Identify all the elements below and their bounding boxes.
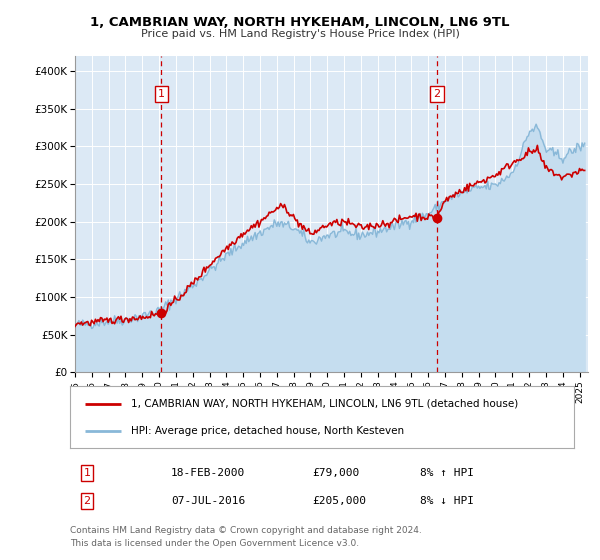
Text: HPI: Average price, detached house, North Kesteven: HPI: Average price, detached house, Nort… <box>131 426 404 436</box>
Text: £79,000: £79,000 <box>312 468 359 478</box>
Text: 2: 2 <box>83 496 91 506</box>
Text: 18-FEB-2000: 18-FEB-2000 <box>171 468 245 478</box>
Text: Price paid vs. HM Land Registry's House Price Index (HPI): Price paid vs. HM Land Registry's House … <box>140 29 460 39</box>
Text: Contains HM Land Registry data © Crown copyright and database right 2024.: Contains HM Land Registry data © Crown c… <box>70 526 422 535</box>
Text: This data is licensed under the Open Government Licence v3.0.: This data is licensed under the Open Gov… <box>70 539 359 548</box>
Text: 8% ↓ HPI: 8% ↓ HPI <box>420 496 474 506</box>
Text: 1, CAMBRIAN WAY, NORTH HYKEHAM, LINCOLN, LN6 9TL: 1, CAMBRIAN WAY, NORTH HYKEHAM, LINCOLN,… <box>90 16 510 29</box>
Text: 1, CAMBRIAN WAY, NORTH HYKEHAM, LINCOLN, LN6 9TL (detached house): 1, CAMBRIAN WAY, NORTH HYKEHAM, LINCOLN,… <box>131 399 518 409</box>
Text: 1: 1 <box>83 468 91 478</box>
Text: 1: 1 <box>158 88 165 99</box>
Text: 8% ↑ HPI: 8% ↑ HPI <box>420 468 474 478</box>
Text: 2: 2 <box>433 88 440 99</box>
Text: 07-JUL-2016: 07-JUL-2016 <box>171 496 245 506</box>
Text: £205,000: £205,000 <box>312 496 366 506</box>
